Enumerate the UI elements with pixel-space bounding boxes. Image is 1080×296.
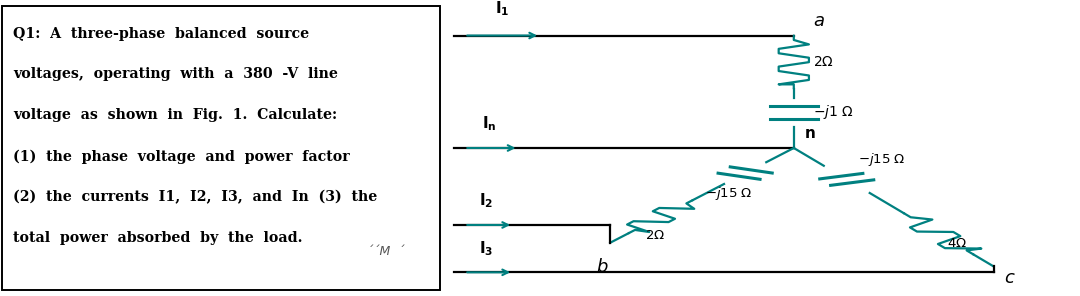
Text: $-j15\ \Omega$: $-j15\ \Omega$ bbox=[858, 151, 905, 168]
Text: n: n bbox=[805, 126, 815, 141]
Text: voltages,  operating  with  a  380  -V  line: voltages, operating with a 380 -V line bbox=[13, 67, 338, 81]
Text: $\mathbf{I_n}$: $\mathbf{I_n}$ bbox=[482, 115, 497, 133]
Text: (1)  the  phase  voltage  and  power  factor: (1) the phase voltage and power factor bbox=[13, 149, 350, 164]
Text: total  power  absorbed  by  the  load.: total power absorbed by the load. bbox=[13, 231, 302, 245]
Text: $\mathbf{I_3}$: $\mathbf{I_3}$ bbox=[478, 239, 494, 258]
Text: b: b bbox=[596, 258, 607, 276]
Bar bbox=[2, 6, 440, 290]
Text: $-j15\ \Omega$: $-j15\ \Omega$ bbox=[705, 185, 753, 202]
Text: Q1:  A  three-phase  balanced  source: Q1: A three-phase balanced source bbox=[13, 27, 309, 41]
Text: c: c bbox=[1004, 269, 1014, 287]
Text: $\mathbf{I_2}$: $\mathbf{I_2}$ bbox=[478, 192, 494, 210]
Text: $2\Omega$: $2\Omega$ bbox=[813, 55, 834, 69]
Text: ´´M  ´: ´´M ´ bbox=[367, 244, 405, 258]
Text: a: a bbox=[813, 12, 824, 30]
Text: (2)  the  currents  I1,  I2,  I3,  and  In  (3)  the: (2) the currents I1, I2, I3, and In (3) … bbox=[13, 190, 377, 204]
Text: $2\Omega$: $2\Omega$ bbox=[645, 229, 665, 242]
Text: $\mathbf{I_1}$: $\mathbf{I_1}$ bbox=[495, 0, 510, 18]
Text: $4\Omega$: $4\Omega$ bbox=[947, 237, 968, 250]
Text: $-j1\ \Omega$: $-j1\ \Omega$ bbox=[813, 104, 854, 121]
Text: voltage  as  shown  in  Fig.  1.  Calculate:: voltage as shown in Fig. 1. Calculate: bbox=[13, 108, 337, 122]
